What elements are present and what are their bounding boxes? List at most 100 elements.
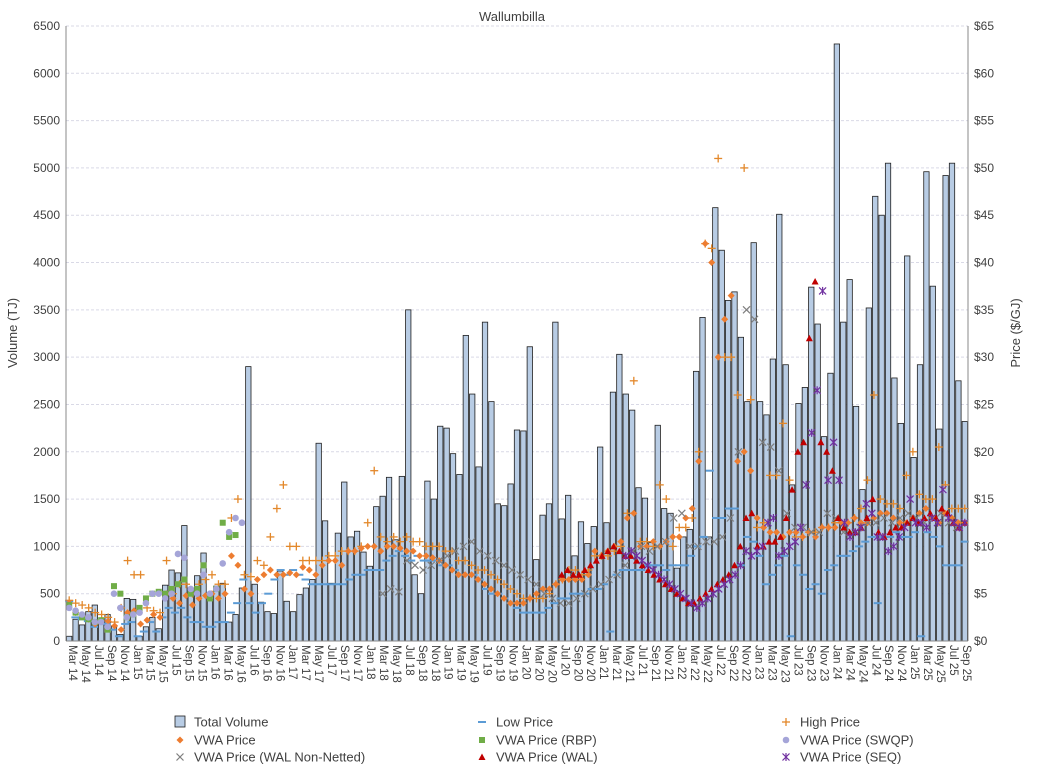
marker-stroke (774, 466, 783, 475)
price-marker (409, 547, 417, 555)
volume-bar (232, 614, 239, 642)
price-marker (161, 595, 169, 602)
legend-label: VWA Price (WAL) (496, 750, 598, 765)
price-marker (200, 571, 207, 579)
left-tick-label: 3500 (33, 303, 60, 317)
x-tick-label: Jan 19 (442, 645, 454, 680)
price-marker (813, 386, 822, 395)
marker-stroke (483, 551, 492, 560)
price-marker (168, 590, 175, 597)
x-tick-label: Nov 15 (196, 645, 208, 681)
marker-stroke (888, 518, 896, 527)
price-marker (91, 618, 99, 626)
price-marker (513, 589, 521, 598)
x-tick-label: Sep 17 (338, 645, 350, 681)
volume-bar (910, 457, 917, 642)
price-marker (633, 557, 641, 564)
price-marker (805, 528, 813, 536)
price-marker (532, 580, 541, 589)
price-marker (286, 569, 294, 577)
price-marker (799, 533, 807, 541)
price-marker (451, 547, 460, 556)
marker-stroke (427, 561, 436, 570)
price-marker (800, 438, 808, 446)
axes (65, 26, 969, 642)
marker-stroke (613, 570, 622, 579)
price-marker (481, 580, 489, 588)
volume-bar (481, 321, 489, 642)
volume-bar (315, 442, 322, 642)
legend-item: VWA Price (SEQ) (782, 750, 901, 765)
price-marker (325, 557, 333, 565)
x-tick-label: Jan 15 (131, 645, 143, 680)
price-marker (455, 571, 463, 579)
price-marker (571, 566, 580, 575)
price-marker (194, 585, 201, 592)
price-marker (588, 585, 597, 593)
price-marker (416, 552, 424, 560)
price-marker (714, 353, 722, 361)
legend-swatch (782, 736, 790, 744)
marker-stroke (718, 532, 727, 541)
price-marker (922, 523, 931, 532)
price-marker (461, 571, 469, 579)
marker-stroke (378, 589, 387, 598)
marker-stroke (710, 537, 719, 546)
price-marker (386, 585, 395, 593)
price-marker (886, 528, 894, 536)
price-marker (556, 599, 565, 608)
price-marker (137, 620, 145, 628)
price-marker (867, 509, 876, 518)
price-marker (807, 428, 816, 437)
price-marker (65, 604, 73, 612)
price-marker (187, 590, 194, 597)
marker-stroke (871, 518, 880, 527)
volume-bar (456, 474, 463, 642)
right-tick-label: $10 (974, 539, 994, 553)
right-tick-label: $35 (974, 303, 994, 317)
price-marker (129, 611, 137, 618)
volume-bar (334, 532, 341, 642)
x-tick-label: Jan 17 (286, 645, 298, 680)
price-marker (818, 523, 826, 531)
x-tick-label: May 18 (390, 645, 402, 683)
legend-swatch (176, 753, 184, 761)
price-marker (411, 561, 419, 570)
price-marker (206, 590, 214, 597)
volume-bar (283, 600, 290, 642)
price-marker (429, 554, 437, 562)
volume-bar (226, 621, 233, 642)
price-marker (213, 585, 220, 593)
volume-bar (360, 551, 367, 642)
x-tick-label: Sep 25 (960, 645, 972, 681)
price-marker (892, 523, 900, 531)
price-marker (960, 504, 969, 513)
x-tick-label: Jul 17 (325, 645, 337, 676)
price-marker (238, 519, 246, 527)
volume-bar (648, 542, 655, 642)
x-tick-label: Sep 20 (571, 645, 583, 681)
volume-bar (341, 481, 348, 642)
price-marker (234, 561, 242, 569)
price-marker (494, 590, 502, 598)
x-tick-label: May 15 (157, 645, 169, 683)
volume-bar (757, 401, 764, 642)
volume-bar (820, 436, 828, 642)
volume-bar (149, 616, 156, 642)
price-marker (220, 580, 229, 589)
price-marker (731, 570, 740, 579)
price-marker (922, 505, 930, 513)
price-marker (396, 537, 405, 546)
price-marker (240, 585, 248, 593)
volume-bar (744, 401, 751, 642)
price-marker (78, 611, 86, 618)
x-tick-label: May 16 (234, 645, 246, 683)
x-tick-label: Mar 14 (66, 645, 78, 681)
x-tick-label: Nov 20 (584, 645, 596, 681)
volume-bar (948, 162, 956, 642)
price-marker (644, 566, 652, 574)
x-tick-label: Jan 22 (675, 645, 687, 680)
price-marker (774, 466, 783, 475)
price-marker (681, 523, 690, 532)
price-marker (240, 570, 249, 579)
